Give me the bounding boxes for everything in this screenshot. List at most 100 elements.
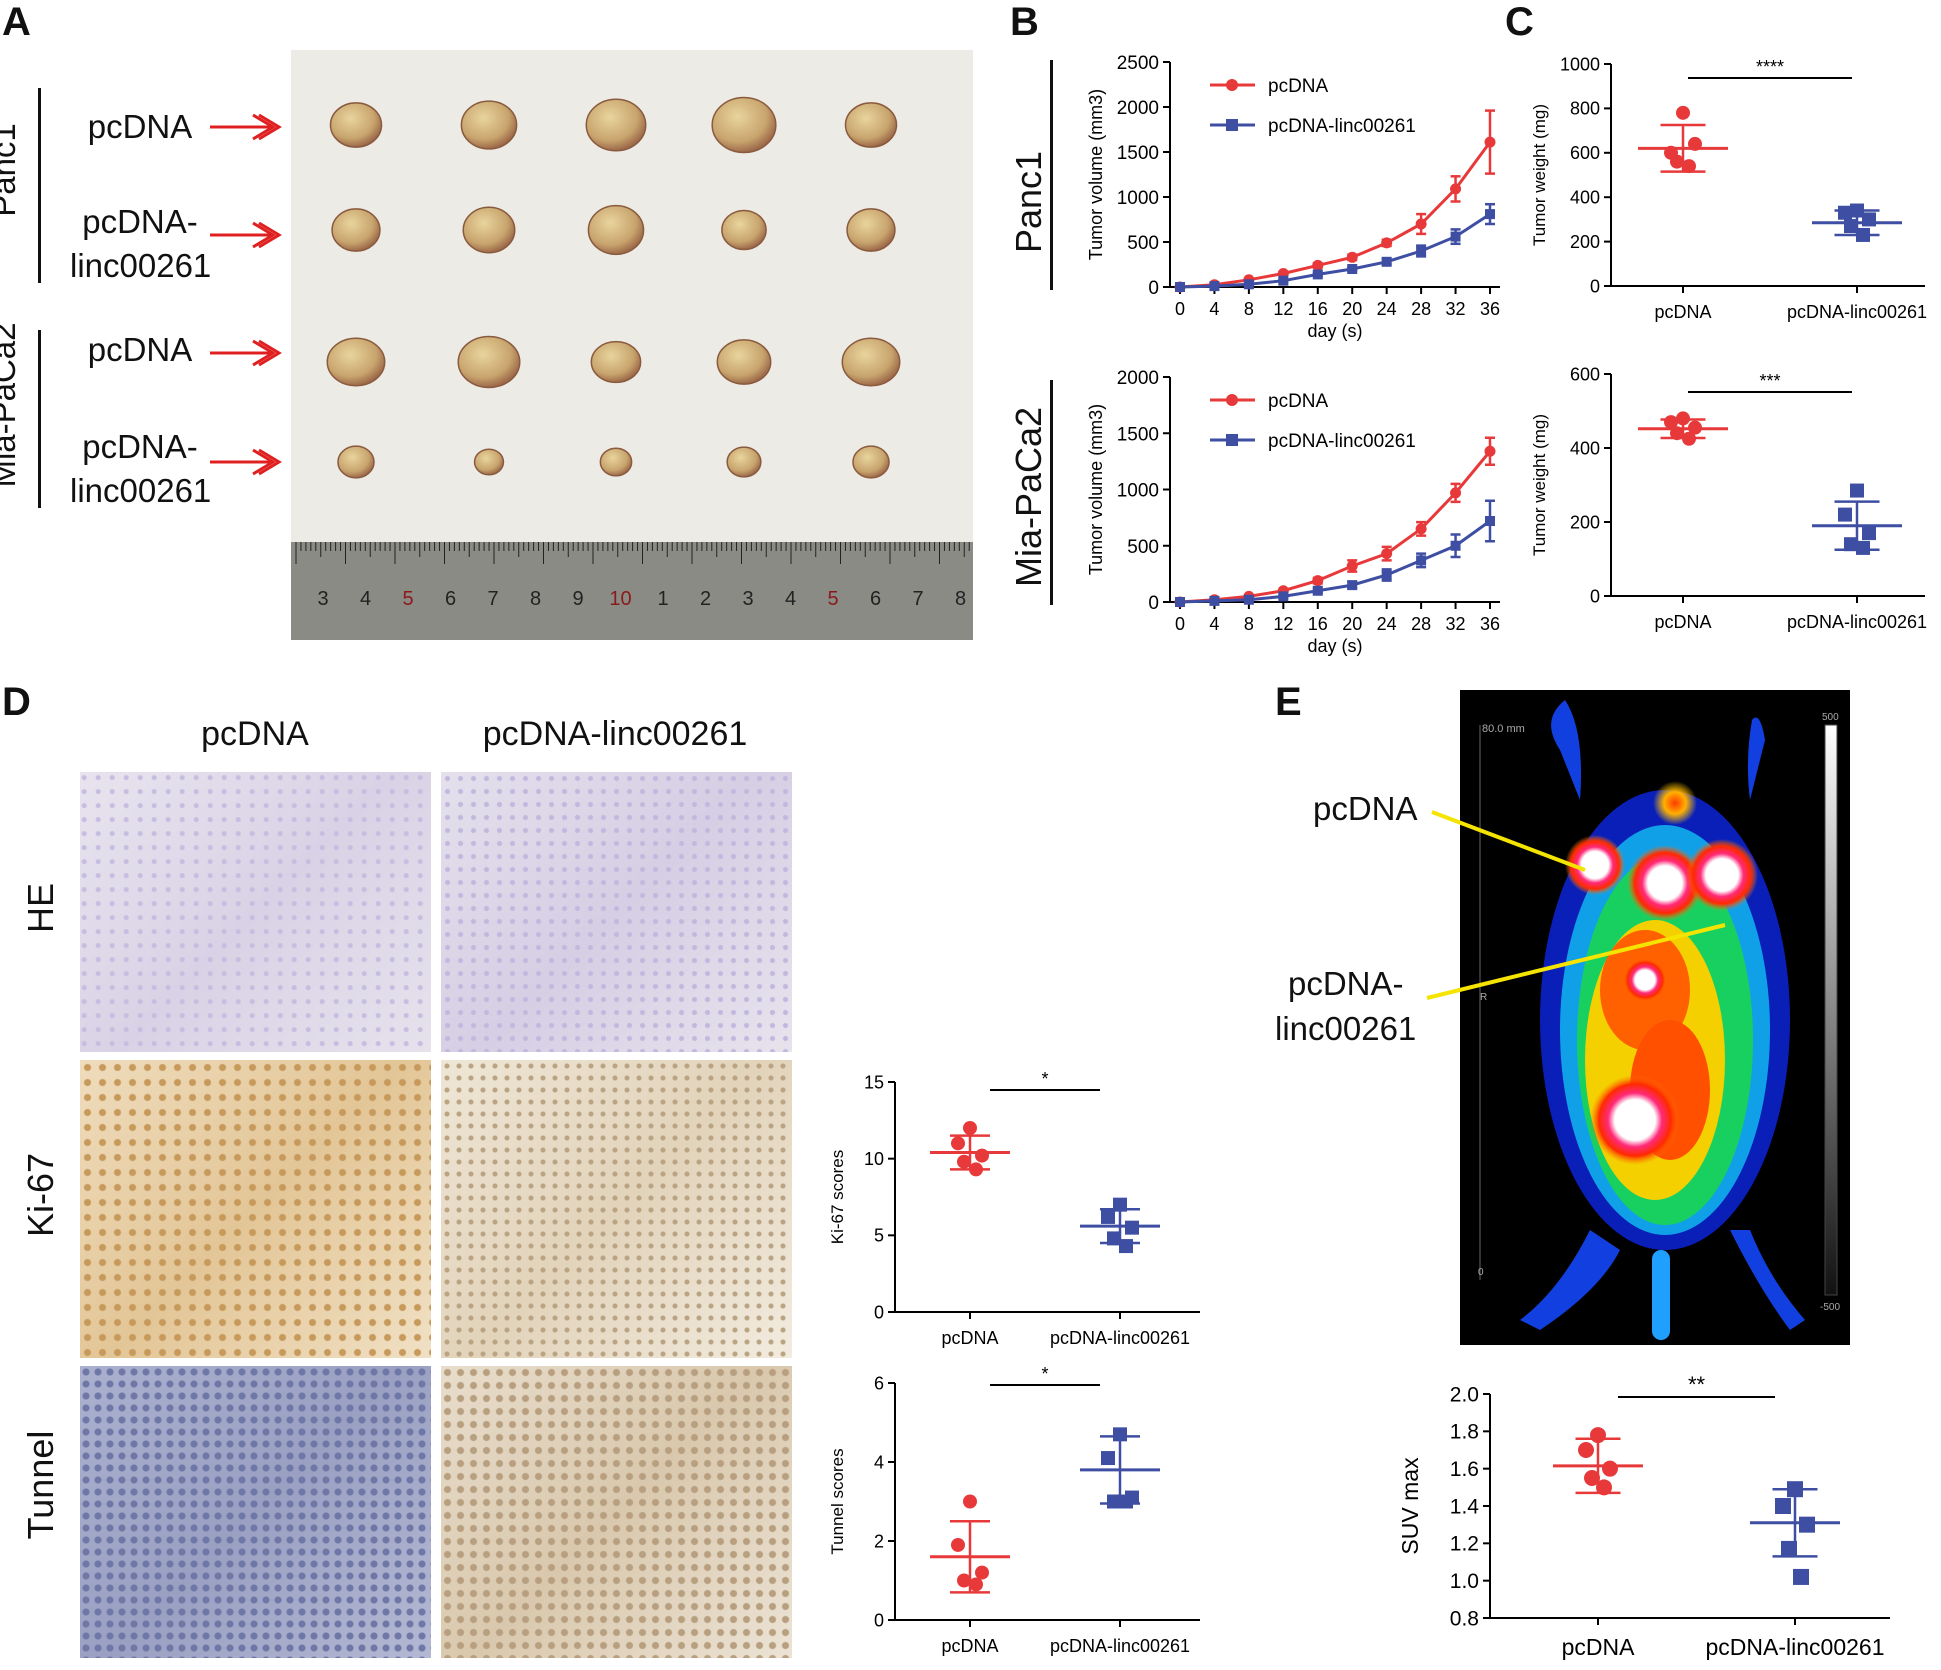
x-tick-label: 36 (1480, 614, 1500, 634)
data-point (1278, 591, 1289, 602)
tumor-specimen (841, 337, 901, 387)
data-point (1101, 1451, 1115, 1466)
x-tick-label: pcDNA-linc00261 (1050, 1636, 1190, 1656)
tumor-specimen (462, 206, 516, 254)
panel-letter-b: B (1010, 0, 1039, 44)
significance-label: ** (1688, 1372, 1706, 1397)
ruler-label: 3 (742, 588, 753, 610)
group-line-panc1 (38, 88, 41, 283)
group-line-mia (38, 330, 41, 508)
data-point (1347, 264, 1358, 274)
pet-label-linc-2: linc00261 (1275, 1010, 1417, 1047)
histology-grid (80, 772, 792, 1658)
x-tick-label: 16 (1308, 614, 1328, 634)
data-point (1793, 1568, 1809, 1585)
tumor-specimen (473, 448, 505, 476)
data-point (1775, 1498, 1791, 1514)
x-tick-label: 8 (1244, 299, 1254, 319)
data-point (1856, 227, 1870, 242)
x-tick-label: 36 (1480, 299, 1500, 319)
y-axis-label: SUV max (1397, 1457, 1423, 1555)
data-point (1381, 237, 1393, 249)
ruler-label: 8 (530, 588, 541, 610)
y-tick-label: 0.8 (1450, 1607, 1479, 1630)
data-point (1415, 523, 1427, 535)
data-point (1850, 203, 1864, 218)
y-axis-label: Tumor weight (mg) (1530, 104, 1549, 246)
data-point (1450, 487, 1462, 499)
tumor-specimen (721, 209, 767, 251)
data-point (957, 1154, 971, 1169)
data-point (1113, 1197, 1127, 1212)
x-tick-label: 28 (1411, 614, 1431, 634)
micrograph-tunnel-pcdna (80, 1366, 431, 1658)
x-tick-label: pcDNA-linc00261 (1787, 612, 1927, 632)
data-point (951, 1136, 965, 1151)
chart-b-panc1: 0 500 1000 1500 2000 2500 0 4 8 12 16 20 24 28 32 36 day… (1086, 53, 1500, 341)
ruler-label: 7 (487, 588, 498, 610)
panel-letter-d: D (2, 680, 31, 724)
ruler-label: 9 (572, 588, 583, 610)
y-tick-label: 15 (864, 1072, 884, 1092)
tumor-specimen (329, 102, 383, 148)
col-header-linc: pcDNA-linc00261 (482, 715, 748, 753)
y-tick-label: 10 (864, 1149, 884, 1169)
y-tick-label: 0 (1148, 278, 1159, 299)
tumor-arrows (210, 113, 282, 476)
data-point (1450, 540, 1461, 551)
data-point (1838, 205, 1852, 220)
significance-label: **** (1756, 57, 1784, 77)
data-point (1175, 597, 1185, 607)
tumor-specimens (326, 96, 901, 479)
y-axis-label: Tunnel scores (828, 1448, 847, 1554)
pet-side-r: R (1480, 992, 1487, 1003)
data-point (1485, 516, 1495, 526)
legend-label: pcDNA (1268, 76, 1329, 97)
y-axis-label: Tumor volume (mm3) (1086, 89, 1106, 260)
data-point (1584, 1470, 1600, 1486)
y-tick-label: 1.2 (1450, 1533, 1479, 1556)
pet-intensity-bar (1824, 724, 1838, 1296)
ruler-label: 4 (785, 588, 796, 610)
ruler-label: 4 (360, 588, 371, 610)
panel-letter-e: E (1275, 680, 1302, 724)
pet-label-linc-1: pcDNA- (1288, 965, 1404, 1002)
data-point (1416, 246, 1427, 256)
pet-scale-zero: 0 (1478, 1267, 1484, 1278)
chart-c-panc1: 0 200 400 600 800 1000 Tumor weight (mg) pcDNA p… (1530, 54, 1927, 322)
y-tick-label: 1.4 (1450, 1495, 1480, 1518)
data-point (1862, 212, 1876, 227)
data-point (963, 1494, 977, 1509)
y-tick-label: 2.0 (1450, 1383, 1479, 1406)
y-tick-label: 800 (1570, 99, 1600, 119)
y-tick-label: 1500 (1117, 143, 1159, 164)
ruler-label: 7 (912, 588, 923, 610)
micrograph-ki67-pcdna (80, 1060, 431, 1358)
legend-marker (1226, 119, 1238, 131)
legend-label: pcDNA-linc00261 (1268, 431, 1416, 452)
legend-marker (1226, 79, 1238, 91)
y-tick-label: 400 (1570, 188, 1600, 208)
y-tick-label: 500 (1127, 537, 1159, 558)
x-tick-label: pcDNA-linc00261 (1787, 302, 1927, 322)
y-tick-label: 1000 (1117, 481, 1159, 502)
x-tick-label: pcDNA-linc00261 (1706, 1634, 1885, 1660)
data-point (1838, 507, 1852, 522)
data-point (1209, 281, 1220, 292)
ruler-label: 6 (870, 588, 881, 610)
row-label-a2: pcDNA- linc00261 (70, 203, 212, 284)
data-point (951, 1537, 965, 1552)
pet-scan: 80.0 mm 0 R L 500 -500 (1460, 690, 1850, 1345)
data-point (1346, 560, 1358, 572)
data-point (1312, 585, 1323, 596)
y-tick-label: 1000 (1117, 188, 1159, 209)
ruler-label: 5 (402, 588, 413, 610)
group-label-b-mia: Mia-PaCa2 (1008, 406, 1049, 587)
ruler-label: 3 (317, 588, 328, 610)
y-tick-label: 600 (1570, 364, 1600, 384)
data-point (1450, 231, 1461, 242)
data-point (975, 1148, 989, 1163)
data-point (1107, 1231, 1121, 1246)
panel-letter-c: C (1505, 0, 1534, 44)
y-tick-label: 500 (1127, 233, 1159, 254)
